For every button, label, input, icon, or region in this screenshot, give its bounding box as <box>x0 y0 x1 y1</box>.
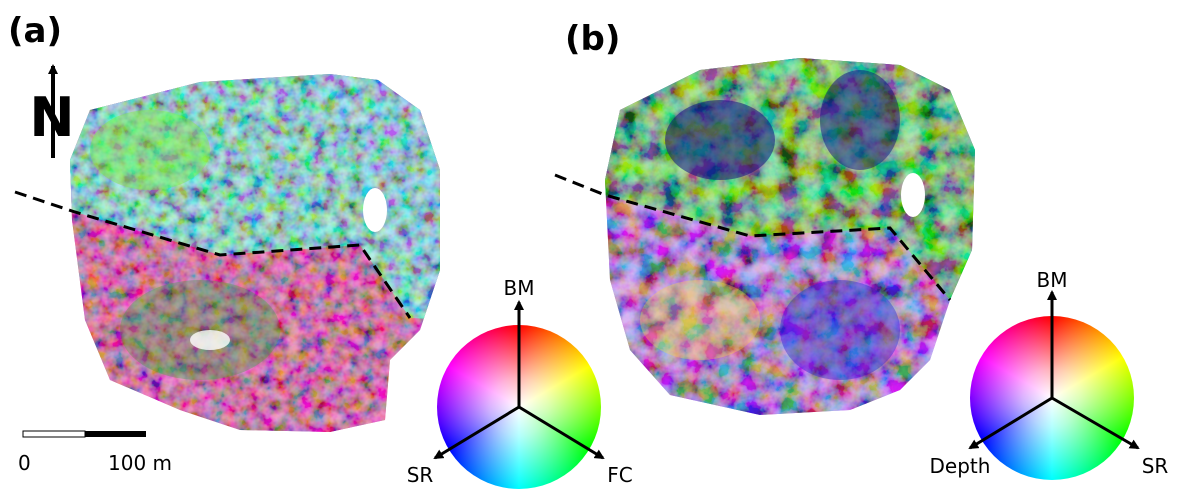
axis-label: Depth <box>930 454 991 478</box>
wheel-axes-b <box>970 292 1138 448</box>
axis-label: BM <box>1037 268 1068 292</box>
panel-label-b: (b) <box>565 19 620 59</box>
scale-bar-white <box>23 431 85 437</box>
axis-label: BM <box>504 276 535 300</box>
map-b <box>600 50 980 430</box>
wheel-axes-a <box>435 302 603 458</box>
panel-label-a: (a) <box>8 11 62 51</box>
scale-end: 100 m <box>108 451 172 475</box>
axis-label: FC <box>607 463 632 487</box>
axis-label: SR <box>407 463 434 487</box>
figure-svg: (a) (b) N 0 100 m BM SR FC BM Depth SR <box>0 0 1180 488</box>
axis-label: SR <box>1142 454 1169 478</box>
map-a <box>60 60 460 460</box>
figure: {"panel_a": {"label": "(a)", "north": "N… <box>0 0 1180 488</box>
scale-bar-black <box>85 431 146 437</box>
scale-start: 0 <box>18 451 31 475</box>
